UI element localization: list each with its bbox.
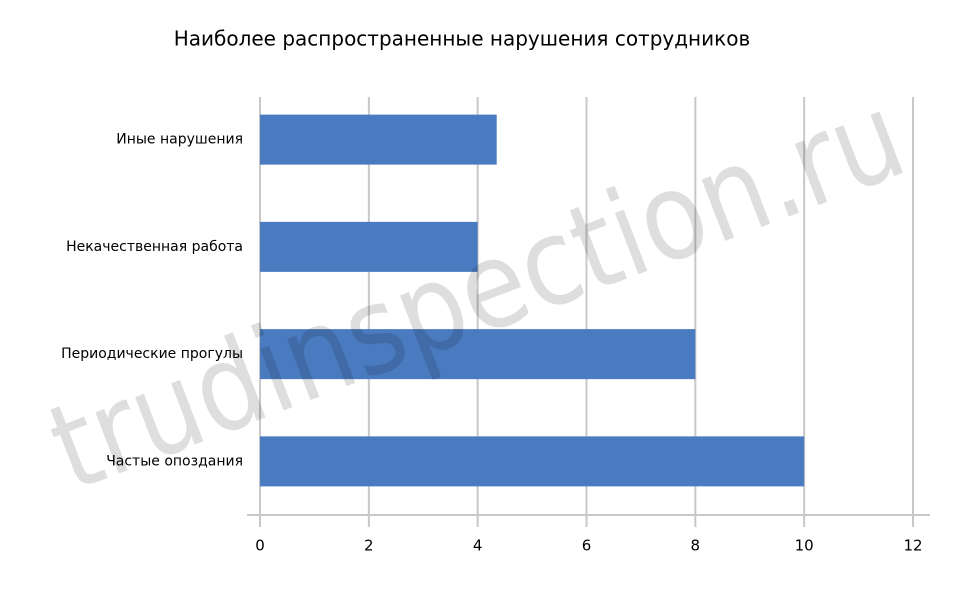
plot-area: 0 2 4 6 8 10 12 Иные нарушения Некачественная ра… — [61, 97, 930, 555]
x-tick-label: 2 — [364, 537, 374, 555]
x-tick-label: 0 — [255, 537, 265, 555]
y-tick-label: Частые опоздания — [106, 453, 243, 469]
bar — [260, 114, 497, 165]
bar — [260, 329, 696, 380]
bar — [260, 221, 478, 272]
x-tick-label: 10 — [795, 537, 814, 555]
y-tick-label: Иные нарушения — [116, 132, 243, 148]
x-tick-label: 6 — [582, 537, 592, 555]
y-tick-label: Периодические прогулы — [61, 346, 243, 362]
bar — [260, 436, 805, 487]
x-tick-label: 12 — [903, 537, 922, 555]
x-tick-label: 4 — [473, 537, 483, 555]
x-tick-label: 8 — [691, 537, 701, 555]
y-tick-label: Некачественная работа — [66, 239, 243, 255]
chart-title: Наиболее распространенные нарушения сотр… — [174, 27, 751, 51]
